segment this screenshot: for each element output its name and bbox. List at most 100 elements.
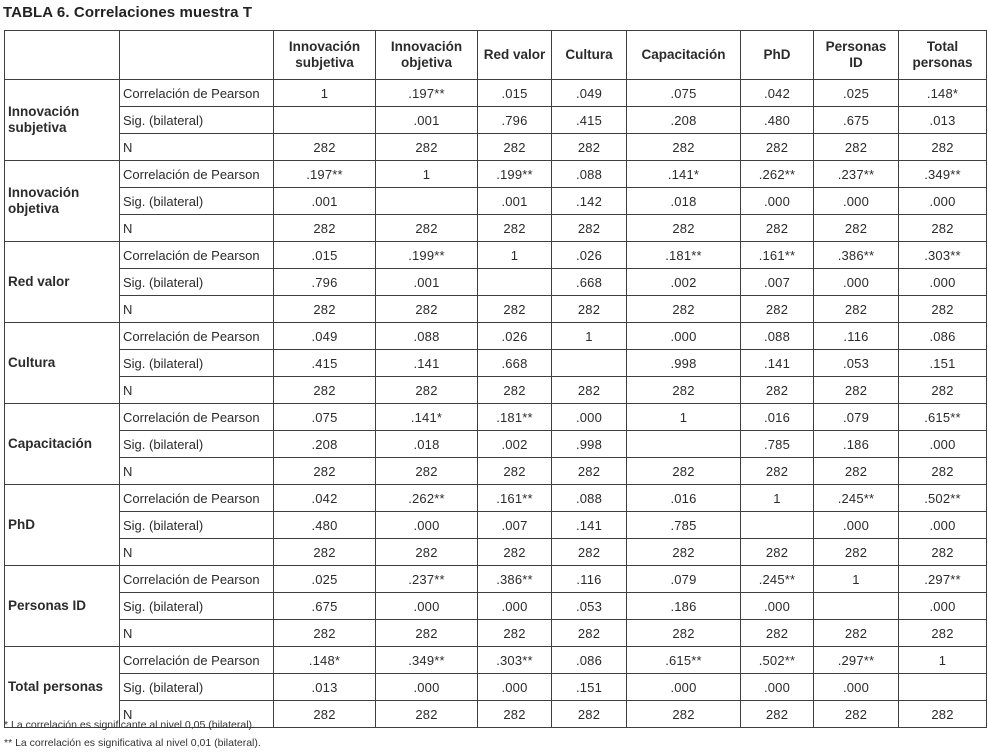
measure-label-pearson: Correlación de Pearson bbox=[119, 79, 274, 107]
value-cell: .502** bbox=[740, 646, 814, 674]
value-cell: 282 bbox=[898, 700, 987, 728]
column-header-2: Red valor bbox=[477, 30, 552, 80]
value-cell: 1 bbox=[898, 646, 987, 674]
measure-label-sig: Sig. (bilateral) bbox=[119, 673, 274, 701]
value-cell: .161** bbox=[477, 484, 552, 512]
correlation-table-header-row: Innovación subjetiva Innovación objetiva R… bbox=[4, 30, 987, 80]
value-cell bbox=[273, 106, 376, 134]
value-cell: .197** bbox=[273, 160, 376, 188]
correlation-table-body: Innovación subjetiva Correlación de Pears… bbox=[4, 79, 987, 728]
value-cell: 1 bbox=[375, 160, 478, 188]
value-cell: 282 bbox=[740, 133, 814, 161]
footnote-significance-005: * La correlación es significante al nive… bbox=[4, 719, 255, 731]
value-cell: .386** bbox=[477, 565, 552, 593]
value-cell: .026 bbox=[551, 241, 627, 269]
value-cell: .000 bbox=[626, 673, 741, 701]
value-cell: 282 bbox=[273, 376, 376, 404]
value-cell: .000 bbox=[375, 673, 478, 701]
value-cell: .615** bbox=[626, 646, 741, 674]
table-row: N 282 282 282 282 282 282 282 282 bbox=[5, 376, 987, 404]
value-cell: 282 bbox=[477, 538, 552, 566]
value-cell bbox=[477, 268, 552, 296]
variable-label: Cultura bbox=[4, 322, 120, 404]
table-row: Sig. (bilateral) .675.000.000.053.186.000… bbox=[5, 592, 987, 620]
value-cell: 282 bbox=[898, 619, 987, 647]
value-cell: .016 bbox=[626, 484, 741, 512]
value-cell: 282 bbox=[375, 214, 478, 242]
value-cell: 282 bbox=[375, 619, 478, 647]
value-cell: 282 bbox=[898, 214, 987, 242]
value-cell: 282 bbox=[626, 214, 741, 242]
value-cell: .075 bbox=[626, 79, 741, 107]
value-cell: .998 bbox=[551, 430, 627, 458]
value-cell: 282 bbox=[375, 700, 478, 728]
table-row: Capacitación Correlación de Pearson .075.1… bbox=[4, 403, 987, 485]
value-cell: .000 bbox=[477, 592, 552, 620]
value-cell: .053 bbox=[813, 349, 899, 377]
value-cell: .000 bbox=[551, 403, 627, 431]
footnotes: * La correlación es significante al nive… bbox=[4, 716, 261, 753]
table-row: Sig. (bilateral) .480.000.007.141.785.000… bbox=[5, 511, 987, 539]
measure-label-n: N bbox=[119, 133, 274, 161]
value-cell: .000 bbox=[898, 187, 987, 215]
value-cell: 282 bbox=[813, 376, 899, 404]
column-header-3: Cultura bbox=[551, 30, 627, 80]
value-cell: .000 bbox=[813, 187, 899, 215]
value-cell: .042 bbox=[740, 79, 814, 107]
value-cell: .668 bbox=[551, 268, 627, 296]
value-cell: .262** bbox=[740, 160, 814, 188]
value-cell: 282 bbox=[626, 700, 741, 728]
value-cell: 282 bbox=[813, 214, 899, 242]
value-cell: .415 bbox=[551, 106, 627, 134]
value-cell: .007 bbox=[740, 268, 814, 296]
value-cell: .415 bbox=[273, 349, 376, 377]
value-cell: .796 bbox=[273, 268, 376, 296]
table-row: Sig. (bilateral) .796.001.668.002.007.000… bbox=[5, 268, 987, 296]
value-cell: .007 bbox=[477, 511, 552, 539]
measure-label-n: N bbox=[119, 538, 274, 566]
value-cell: .796 bbox=[477, 106, 552, 134]
value-cell: 282 bbox=[551, 538, 627, 566]
value-cell: .016 bbox=[740, 403, 814, 431]
measure-label-sig: Sig. (bilateral) bbox=[119, 106, 274, 134]
value-cell: 1 bbox=[626, 403, 741, 431]
value-cell: 282 bbox=[273, 214, 376, 242]
table-row: Sig. (bilateral) .415.141.668.998.141.053… bbox=[5, 349, 987, 377]
value-cell: .001 bbox=[375, 268, 478, 296]
value-cell: .141* bbox=[375, 403, 478, 431]
table-row: Innovación objetiva Correlación de Pearso… bbox=[4, 160, 987, 242]
value-cell: 282 bbox=[626, 376, 741, 404]
value-cell: .018 bbox=[626, 187, 741, 215]
value-cell: .088 bbox=[740, 322, 814, 350]
value-cell: 282 bbox=[375, 538, 478, 566]
value-cell: .015 bbox=[273, 241, 376, 269]
value-cell: .001 bbox=[375, 106, 478, 134]
column-header-0: Innovación subjetiva bbox=[273, 30, 376, 80]
value-cell: 1 bbox=[551, 322, 627, 350]
value-cell: .237** bbox=[813, 160, 899, 188]
value-cell: 282 bbox=[626, 295, 741, 323]
value-cell: 282 bbox=[898, 376, 987, 404]
value-cell: .001 bbox=[273, 187, 376, 215]
variable-label: Capacitación bbox=[4, 403, 120, 485]
value-cell: .349** bbox=[375, 646, 478, 674]
value-cell: .053 bbox=[551, 592, 627, 620]
value-cell: .502** bbox=[898, 484, 987, 512]
page-title: TABLA 6. Correlaciones muestra T bbox=[3, 4, 253, 21]
value-cell: .026 bbox=[477, 322, 552, 350]
value-cell: .186 bbox=[626, 592, 741, 620]
measure-label-pearson: Correlación de Pearson bbox=[119, 241, 274, 269]
table-row: Sig. (bilateral) .013.000.000.151.000.000… bbox=[5, 673, 987, 701]
value-cell: 282 bbox=[626, 619, 741, 647]
value-cell: .000 bbox=[813, 673, 899, 701]
value-cell: .349** bbox=[898, 160, 987, 188]
table-row: N 282 282 282 282 282 282 282 282 bbox=[5, 457, 987, 485]
value-cell: .075 bbox=[273, 403, 376, 431]
value-cell: .116 bbox=[813, 322, 899, 350]
value-cell: .675 bbox=[813, 106, 899, 134]
value-cell: .141* bbox=[626, 160, 741, 188]
value-cell bbox=[626, 430, 741, 458]
value-cell bbox=[375, 187, 478, 215]
value-cell: .086 bbox=[551, 646, 627, 674]
table-row: N 282 282 282 282 282 282 282 282 bbox=[5, 538, 987, 566]
